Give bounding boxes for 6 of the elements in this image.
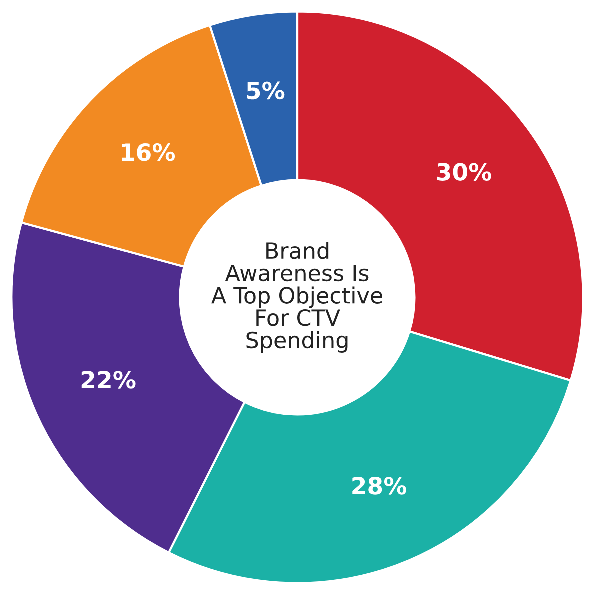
data-label: 22% [82, 370, 136, 389]
data-label: 16% [122, 143, 176, 162]
data-label: 30% [437, 163, 492, 181]
text: Brand Awareness Is A Top Objective For CTV Spending [212, 242, 382, 353]
data-label: 28% [352, 477, 407, 495]
data-label: 5% [247, 82, 285, 100]
